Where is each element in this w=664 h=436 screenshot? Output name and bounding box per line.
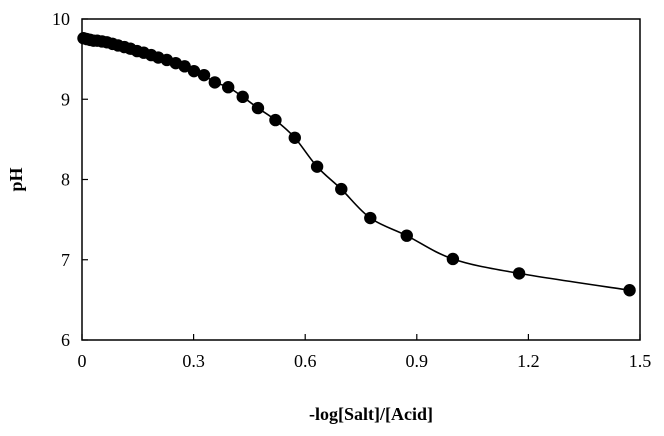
x-tick-label: 0.9 <box>406 351 429 371</box>
data-point <box>446 252 460 266</box>
x-tick-label: 0.6 <box>294 351 317 371</box>
data-point <box>187 64 201 78</box>
y-tick-label: 8 <box>61 170 70 190</box>
y-tick-label: 9 <box>61 89 70 109</box>
plot-frame <box>81 18 641 341</box>
data-point <box>400 229 413 242</box>
data-point <box>208 76 221 89</box>
x-tick-label: 0 <box>78 351 87 371</box>
x-tick-label: 1.5 <box>629 351 652 371</box>
y-axis-ticks: 6 7 8 9 10 <box>52 9 88 350</box>
y-tick-label: 10 <box>52 9 70 29</box>
data-point <box>178 60 191 73</box>
data-point <box>335 182 348 196</box>
y-tick-label: 6 <box>61 330 70 350</box>
x-axis-ticks: 0 0.3 0.6 0.9 1.2 1.5 <box>78 334 652 371</box>
data-point <box>269 113 282 127</box>
data-point <box>364 211 377 225</box>
x-tick-label: 0.3 <box>182 351 205 371</box>
series-layer <box>77 32 636 297</box>
data-point <box>512 267 526 280</box>
data-point <box>222 81 235 94</box>
x-axis-label: -log[Salt]/[Acid] <box>309 404 433 424</box>
data-point <box>310 160 324 173</box>
data-point <box>623 284 636 297</box>
data-point <box>251 101 265 115</box>
series-line <box>83 37 630 292</box>
data-point <box>197 68 211 82</box>
y-axis-label: pH <box>6 167 26 191</box>
data-point <box>288 131 301 144</box>
data-point <box>236 90 249 104</box>
plot-area <box>81 18 641 341</box>
x-tick-label: 1.2 <box>517 351 540 371</box>
y-tick-label: 7 <box>61 250 70 270</box>
